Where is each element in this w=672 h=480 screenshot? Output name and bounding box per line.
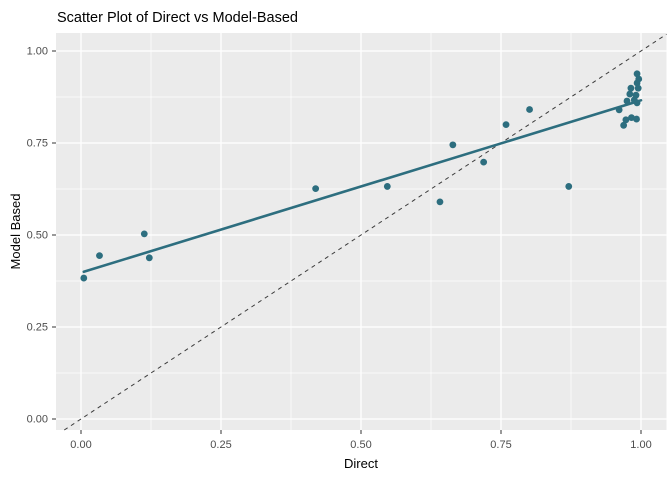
data-point	[312, 185, 320, 193]
y-tick-label: 0.00	[27, 414, 48, 426]
data-point	[80, 274, 88, 282]
data-point	[633, 79, 641, 87]
data-point	[383, 183, 391, 190]
plot-panel	[56, 33, 667, 431]
x-axis-title: Direct	[344, 456, 378, 471]
y-tick-label: 0.75	[27, 138, 48, 150]
axis-ticks: 0.00 0.25 0.50 0.75 1.00 0.00 0.25 0.50 0.75 1.00	[27, 46, 652, 452]
data-point	[633, 70, 641, 78]
x-tick-label: 1.00	[630, 439, 651, 451]
data-point	[633, 115, 640, 123]
trend-line	[82, 99, 643, 274]
identity-line	[63, 33, 667, 431]
data-point	[436, 198, 444, 206]
x-tick-label: 0.75	[490, 439, 511, 451]
plot-title: Scatter Plot of Direct vs Model-Based	[57, 10, 298, 26]
x-tick-label: 0.50	[350, 439, 371, 451]
y-tick-label: 0.25	[27, 322, 48, 334]
data-point	[627, 84, 635, 92]
data-point	[449, 141, 457, 149]
data-point	[502, 121, 510, 128]
y-axis-title: Model Based	[8, 194, 23, 270]
data-point	[615, 106, 623, 114]
data-point	[626, 90, 634, 98]
data-point	[620, 121, 628, 129]
data-point	[140, 230, 148, 238]
x-tick-label: 0.00	[70, 439, 91, 451]
data-point	[145, 254, 153, 262]
data-point	[623, 97, 631, 105]
y-tick-label: 0.50	[27, 230, 48, 242]
data-point	[480, 158, 488, 166]
data-point	[633, 99, 641, 107]
data-point	[622, 116, 630, 124]
y-tick-label: 1.00	[27, 46, 48, 58]
x-tick-label: 0.25	[210, 439, 231, 451]
data-point	[96, 252, 103, 260]
data-point	[526, 106, 533, 113]
data-point	[565, 183, 573, 190]
data-point	[634, 84, 642, 92]
